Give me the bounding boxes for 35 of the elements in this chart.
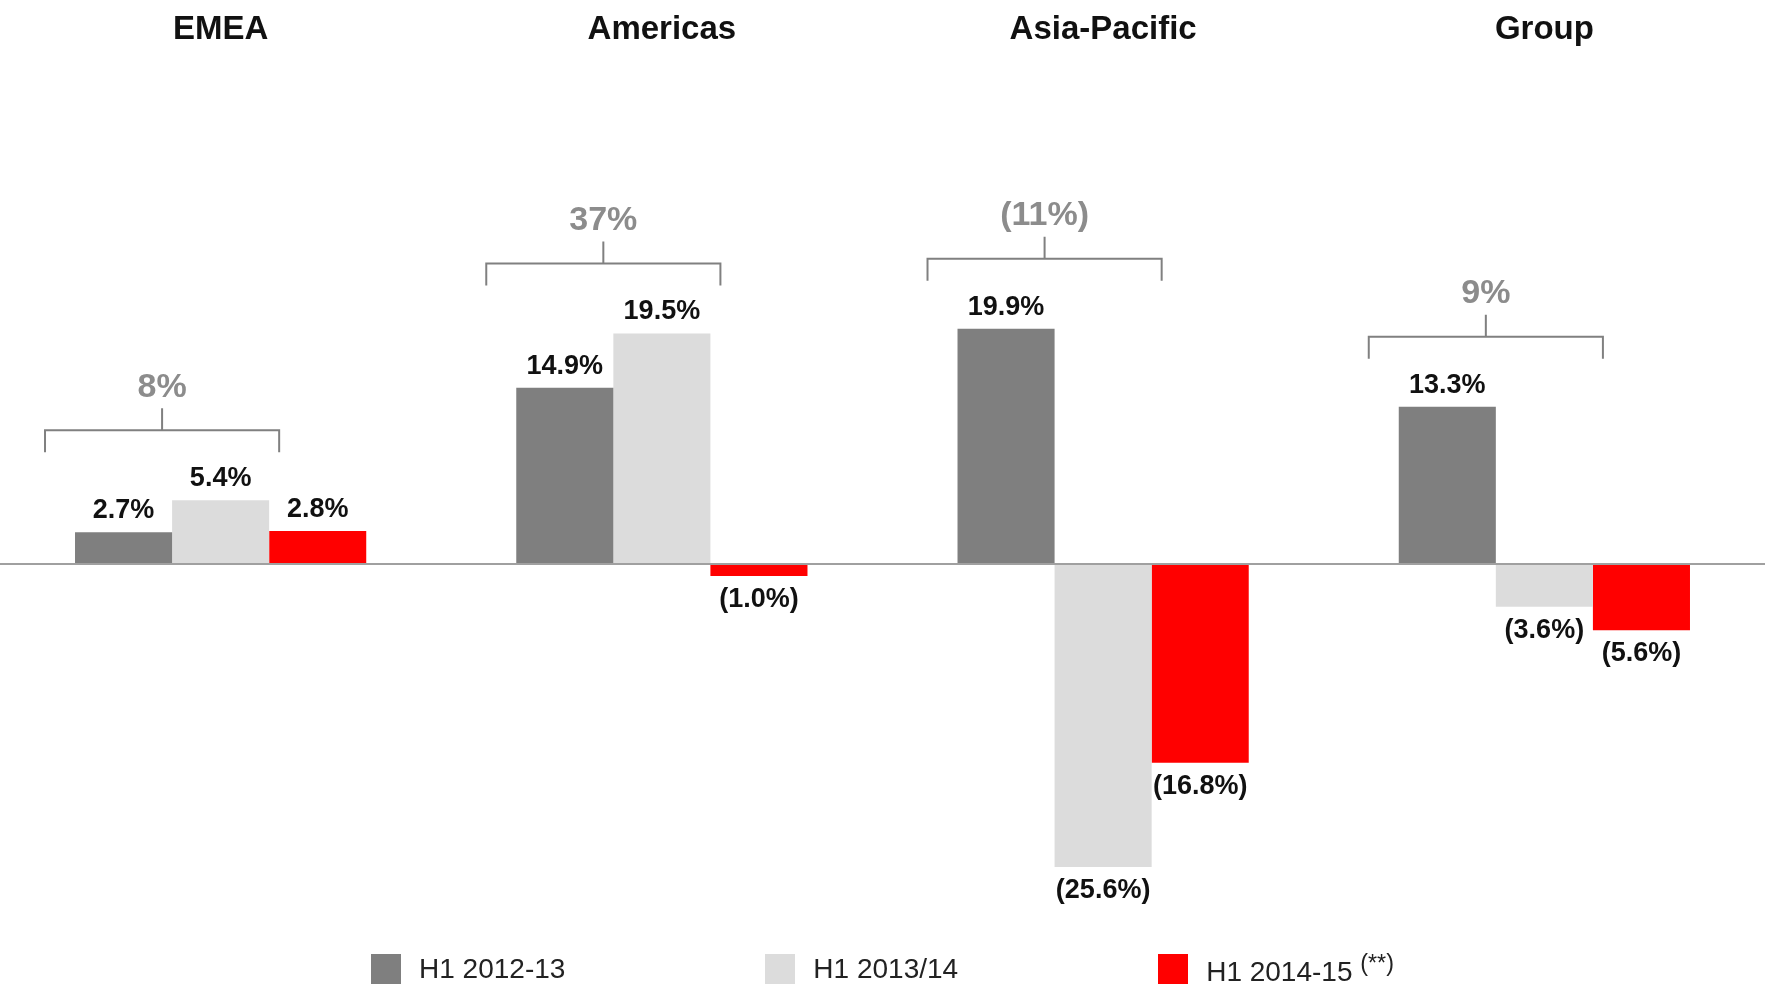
x-tick-label: Group xyxy=(1494,8,1594,46)
text: (11%) xyxy=(1000,194,1089,233)
bar xyxy=(516,387,614,565)
data-label: (25.6%) xyxy=(1055,873,1151,904)
data-label: (3.6%) xyxy=(1504,613,1585,644)
x-tick-label: EMEA xyxy=(172,8,269,46)
data-label: 13.3% xyxy=(1409,368,1486,399)
data-label: 19.5% xyxy=(623,295,701,326)
data-label: 2.7% xyxy=(92,494,155,525)
bar xyxy=(957,328,1055,565)
data-label: (16.8%) xyxy=(1152,769,1248,800)
legend-label: H1 2012-13 xyxy=(419,953,566,986)
data-label: 19.9% xyxy=(967,290,1045,321)
bar xyxy=(710,564,808,576)
text: 9% xyxy=(1461,272,1511,311)
data-label: 2.8% xyxy=(286,492,349,523)
data-label: (5.6%) xyxy=(1601,637,1682,668)
bar xyxy=(269,530,367,565)
legend-label: H1 2014-15 $^{(**)}$ xyxy=(1206,950,1394,989)
bar xyxy=(172,500,270,565)
x-tick-label: Asia-Pacific xyxy=(1009,8,1197,46)
bar xyxy=(1151,564,1249,763)
bar xyxy=(1495,564,1593,607)
bar xyxy=(75,532,173,565)
data-label: (1.0%) xyxy=(719,582,799,613)
bar xyxy=(1398,406,1496,565)
data-label: 5.4% xyxy=(189,462,252,493)
bar xyxy=(613,333,711,565)
data-label: 14.9% xyxy=(526,349,604,380)
bar xyxy=(1054,564,1152,867)
legend-label: H1 2013/14 xyxy=(813,953,959,986)
x-tick-label: Americas xyxy=(587,8,737,46)
annotation: 8% xyxy=(137,365,187,404)
text: 37% xyxy=(569,198,638,237)
bar xyxy=(1592,564,1690,631)
